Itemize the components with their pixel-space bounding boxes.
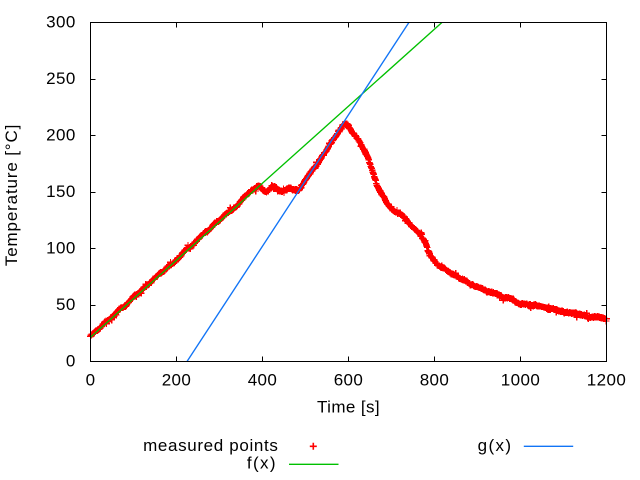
svg-text:200: 200 <box>162 371 192 390</box>
svg-text:800: 800 <box>420 371 450 390</box>
svg-text:200: 200 <box>46 125 76 144</box>
svg-text:250: 250 <box>46 69 76 88</box>
svg-text:1000: 1000 <box>501 371 540 390</box>
svg-text:400: 400 <box>248 371 278 390</box>
svg-text:600: 600 <box>334 371 364 390</box>
svg-text:0: 0 <box>86 371 96 390</box>
svg-text:50: 50 <box>56 295 76 314</box>
svg-text:0: 0 <box>66 351 76 370</box>
svg-text:1200: 1200 <box>587 371 626 390</box>
svg-text:100: 100 <box>46 238 76 257</box>
svg-text:Temperature [°C]: Temperature [°C] <box>2 124 21 266</box>
svg-text:300: 300 <box>46 12 76 31</box>
svg-text:f(x): f(x) <box>247 453 277 472</box>
svg-text:Time [s]: Time [s] <box>317 398 380 417</box>
svg-text:g(x): g(x) <box>478 436 513 455</box>
svg-text:measured points: measured points <box>143 436 278 455</box>
svg-text:150: 150 <box>46 182 76 201</box>
